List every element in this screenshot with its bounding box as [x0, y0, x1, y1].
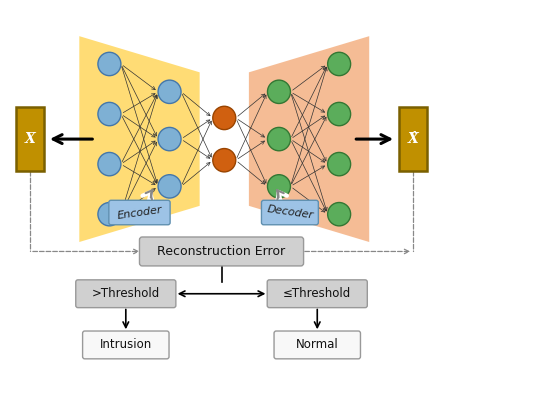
Circle shape [213, 106, 236, 130]
Circle shape [98, 52, 121, 76]
Circle shape [158, 175, 181, 198]
FancyBboxPatch shape [16, 107, 44, 171]
Text: >Threshold: >Threshold [92, 287, 160, 300]
Polygon shape [249, 36, 369, 242]
Circle shape [267, 175, 290, 198]
Text: X̂: X̂ [408, 132, 418, 146]
Text: ≤Threshold: ≤Threshold [283, 287, 351, 300]
FancyBboxPatch shape [261, 200, 318, 225]
Circle shape [267, 128, 290, 151]
Circle shape [158, 80, 181, 103]
Circle shape [98, 152, 121, 176]
Circle shape [98, 203, 121, 226]
FancyBboxPatch shape [274, 331, 360, 359]
Text: Encoder: Encoder [117, 204, 162, 221]
Polygon shape [79, 36, 200, 242]
Text: Intrusion: Intrusion [100, 339, 152, 352]
Circle shape [213, 149, 236, 172]
Circle shape [328, 52, 351, 76]
Circle shape [328, 152, 351, 176]
Text: X̅: X̅ [25, 132, 36, 146]
FancyBboxPatch shape [139, 237, 304, 266]
Text: Decoder: Decoder [266, 204, 314, 221]
FancyBboxPatch shape [75, 280, 176, 308]
Circle shape [98, 102, 121, 126]
FancyBboxPatch shape [83, 331, 169, 359]
Circle shape [267, 80, 290, 103]
Circle shape [328, 102, 351, 126]
Text: Normal: Normal [296, 339, 339, 352]
Circle shape [158, 128, 181, 151]
FancyBboxPatch shape [109, 200, 170, 225]
FancyBboxPatch shape [399, 107, 427, 171]
Circle shape [328, 203, 351, 226]
Text: Reconstruction Error: Reconstruction Error [158, 245, 286, 258]
FancyBboxPatch shape [267, 280, 368, 308]
